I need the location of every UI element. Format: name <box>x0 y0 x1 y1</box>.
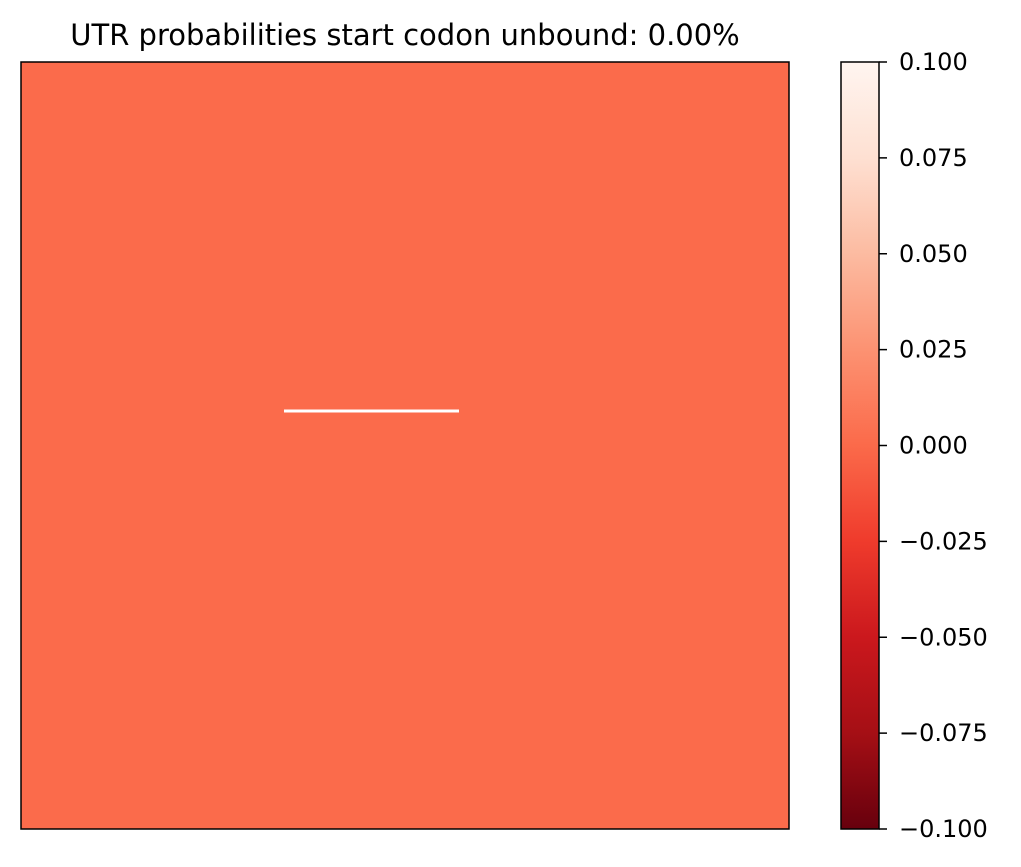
colorbar-tick-label: 0.075 <box>899 144 968 172</box>
chart-title: UTR probabilities start codon unbound: 0… <box>70 18 740 52</box>
heatmap-frame <box>20 61 790 830</box>
colorbar-tick-label: 0.050 <box>899 240 968 268</box>
colorbar-tick-label: −0.025 <box>899 527 988 555</box>
colorbar-tick-label: 0.100 <box>899 48 968 76</box>
colorbar-tick-label: 0.025 <box>899 336 968 364</box>
colorbar-tick-label: 0.000 <box>899 432 968 460</box>
colorbar <box>841 62 879 829</box>
heatmap-cell <box>21 62 789 829</box>
colorbar-tick-label: −0.050 <box>899 623 988 651</box>
colorbar-tick-label: −0.100 <box>899 815 988 843</box>
colorbar-tick-label: −0.075 <box>899 719 988 747</box>
colorbar-ticks: 0.100 0.075 0.050 0.025 0.000 −0.025 −0.050 −0.… <box>879 48 988 843</box>
